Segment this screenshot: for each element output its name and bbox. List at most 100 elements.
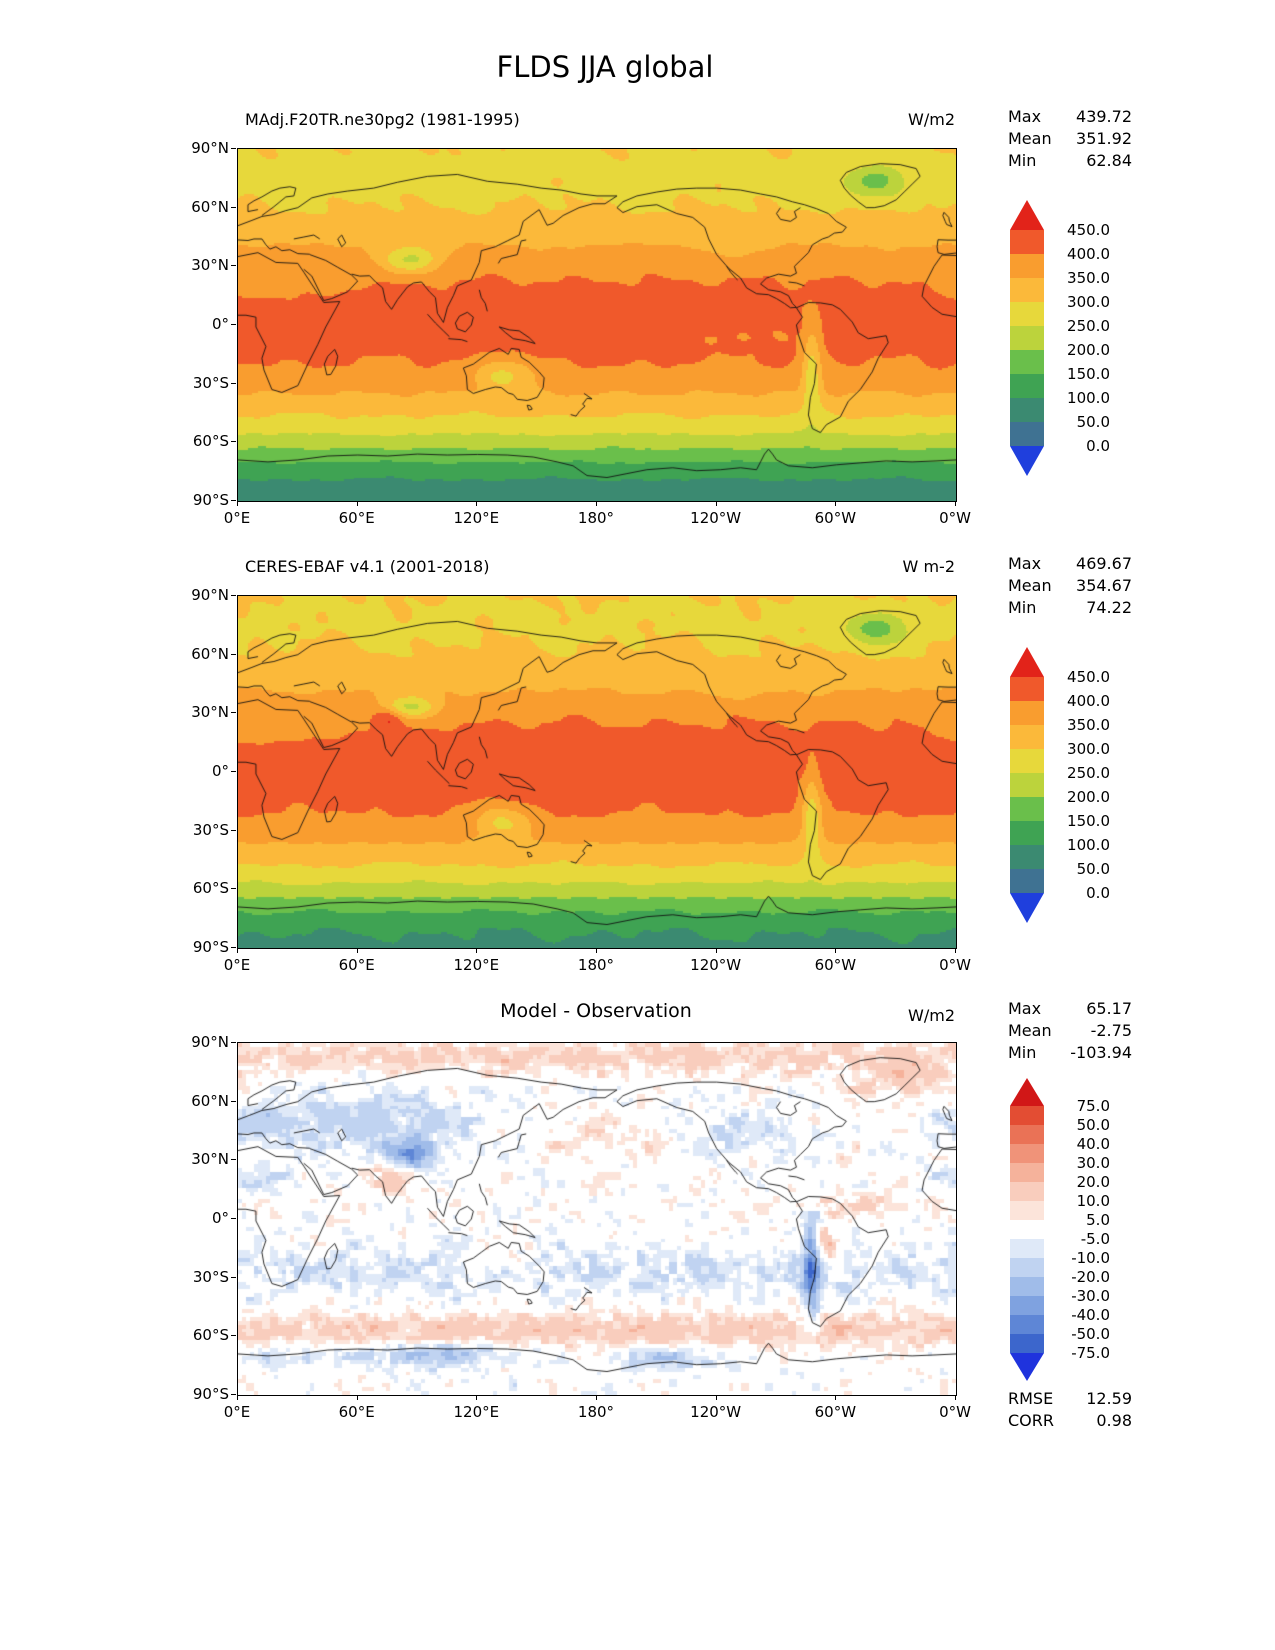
- panel1-colorbar: 450.0 400.0 350.0 300.0 250.0 200.0 150.0 100.0…: [1010, 200, 1120, 476]
- colorbar-segment: [1010, 1315, 1044, 1334]
- colorbar-segment: [1010, 1125, 1044, 1144]
- stat-value: 469.67: [1076, 554, 1132, 573]
- tick-mark: [596, 948, 597, 953]
- colorbar-tick-label: -30.0: [1071, 1287, 1110, 1305]
- colorbar-tick-label: 150.0: [1067, 365, 1110, 383]
- metric-row: CORR 0.98: [1008, 1410, 1132, 1432]
- colorbar-segment: [1010, 1106, 1044, 1125]
- tick-mark: [715, 948, 717, 953]
- colorbar-tick-label: 300.0: [1067, 293, 1110, 311]
- colorbar-segment: [1010, 677, 1044, 701]
- map-model-canvas: [237, 148, 957, 502]
- x-tick-label: 60°E: [338, 1403, 375, 1421]
- stat-label: Max: [1008, 554, 1042, 573]
- colorbar-segment: [1010, 1239, 1044, 1258]
- stat-label: Max: [1008, 107, 1042, 126]
- x-tick-label: 0°W: [939, 509, 971, 527]
- stat-label: Min: [1008, 151, 1037, 170]
- colorbar-tick-label: 400.0: [1067, 245, 1110, 263]
- colorbar-tick-label: -75.0: [1071, 1344, 1110, 1362]
- y-tick-label: 30°S: [192, 373, 229, 392]
- metric-row: RMSE 12.59: [1008, 1388, 1132, 1410]
- y-tick-label: 90°S: [192, 938, 229, 956]
- y-tick-label: 30°S: [192, 820, 229, 839]
- x-tick-label: 60°W: [814, 956, 857, 974]
- colorbar-tick-label: 450.0: [1067, 668, 1110, 686]
- tick-mark: [231, 947, 236, 948]
- colorbar-arrow-up: [1010, 200, 1044, 230]
- x-tick-label: 60°W: [814, 1403, 857, 1421]
- tick-mark: [356, 948, 358, 953]
- y-tick-label: 90°S: [192, 491, 229, 509]
- x-tick-label: 120°W: [690, 956, 742, 974]
- tick-mark: [356, 501, 358, 506]
- colorbar-segment: [1010, 869, 1044, 893]
- tick-mark: [237, 948, 238, 953]
- colorbar-segment: [1010, 398, 1044, 422]
- x-tick-label: 120°W: [690, 509, 742, 527]
- tick-mark: [237, 501, 238, 506]
- y-tick-label: 0°: [211, 762, 229, 780]
- y-tick-label: 60°S: [192, 432, 229, 451]
- colorbar-tick-label: 400.0: [1067, 692, 1110, 710]
- x-tick-label: 60°E: [338, 509, 375, 527]
- tick-mark: [955, 1395, 956, 1400]
- x-tick-label: 180°: [577, 956, 615, 974]
- x-tick-label: 0°E: [223, 1403, 251, 1421]
- tick-mark: [231, 500, 236, 501]
- tick-mark: [231, 771, 236, 772]
- colorbar-segment: [1010, 350, 1044, 374]
- panel2-stats: Max 469.67 Mean 354.67 Min 74.22: [1008, 553, 1132, 619]
- tick-mark: [955, 501, 956, 506]
- x-tick-label: 180°: [577, 509, 615, 527]
- colorbar-tick-label: -40.0: [1071, 1306, 1110, 1324]
- colorbar-segment: [1010, 1258, 1044, 1277]
- colorbar-segment: [1010, 725, 1044, 749]
- x-tick-label: 60°E: [338, 956, 375, 974]
- y-tick-label: 60°S: [192, 879, 229, 898]
- stat-row: Mean -2.75: [1008, 1020, 1132, 1042]
- tick-mark: [715, 501, 717, 506]
- colorbar-segment: [1010, 701, 1044, 725]
- y-tick-label: 60°S: [192, 1326, 229, 1345]
- tick-mark: [476, 501, 478, 506]
- tick-mark: [955, 948, 956, 953]
- colorbar-tick-label: 100.0: [1067, 389, 1110, 407]
- tick-mark: [231, 712, 236, 714]
- figure-title: FLDS JJA global: [496, 50, 714, 84]
- tick-mark: [231, 265, 236, 267]
- colorbar-tick-label: -5.0: [1080, 1230, 1110, 1248]
- tick-mark: [835, 948, 837, 953]
- panel3-colorbar: 75.0 50.0 40.0 30.0 20.0 10.0 5.0 -5.0 -10.0 -20.…: [1010, 1078, 1120, 1381]
- stat-value: 74.22: [1086, 598, 1132, 617]
- tick-mark: [231, 1042, 236, 1043]
- colorbar-segment: [1010, 326, 1044, 350]
- tick-mark: [356, 1395, 358, 1400]
- tick-mark: [231, 206, 236, 208]
- tick-mark: [231, 382, 236, 384]
- colorbar-arrow-down: [1010, 446, 1044, 476]
- panel1-units: W/m2: [908, 110, 955, 129]
- colorbar-tick-label: 0.0: [1086, 884, 1110, 902]
- colorbar-segment: [1010, 1201, 1044, 1220]
- colorbar-tick-label: 100.0: [1067, 836, 1110, 854]
- stat-label: Min: [1008, 1043, 1037, 1062]
- tick-mark: [715, 1395, 717, 1400]
- colorbar-tick-label: 50.0: [1076, 860, 1110, 878]
- panel3-stats: Max 65.17 Mean -2.75 Min -103.94: [1008, 998, 1132, 1064]
- colorbar-segment: [1010, 749, 1044, 773]
- colorbar-tick-label: 20.0: [1076, 1173, 1110, 1191]
- y-tick-label: 30°N: [191, 256, 229, 275]
- panel1-stats: Max 439.72 Mean 351.92 Min 62.84: [1008, 106, 1132, 172]
- colorbar-segment: [1010, 1296, 1044, 1315]
- tick-mark: [596, 1395, 597, 1400]
- x-tick-label: 0°E: [223, 509, 251, 527]
- colorbar-segment: [1010, 254, 1044, 278]
- tick-mark: [231, 595, 236, 596]
- x-tick-label: 0°W: [939, 1403, 971, 1421]
- panel3-units: W/m2: [908, 1006, 955, 1025]
- metric-value: 12.59: [1086, 1389, 1132, 1408]
- colorbar-arrow-down: [1010, 893, 1044, 923]
- y-tick-label: 60°N: [191, 644, 229, 663]
- colorbar-tick-label: 350.0: [1067, 269, 1110, 287]
